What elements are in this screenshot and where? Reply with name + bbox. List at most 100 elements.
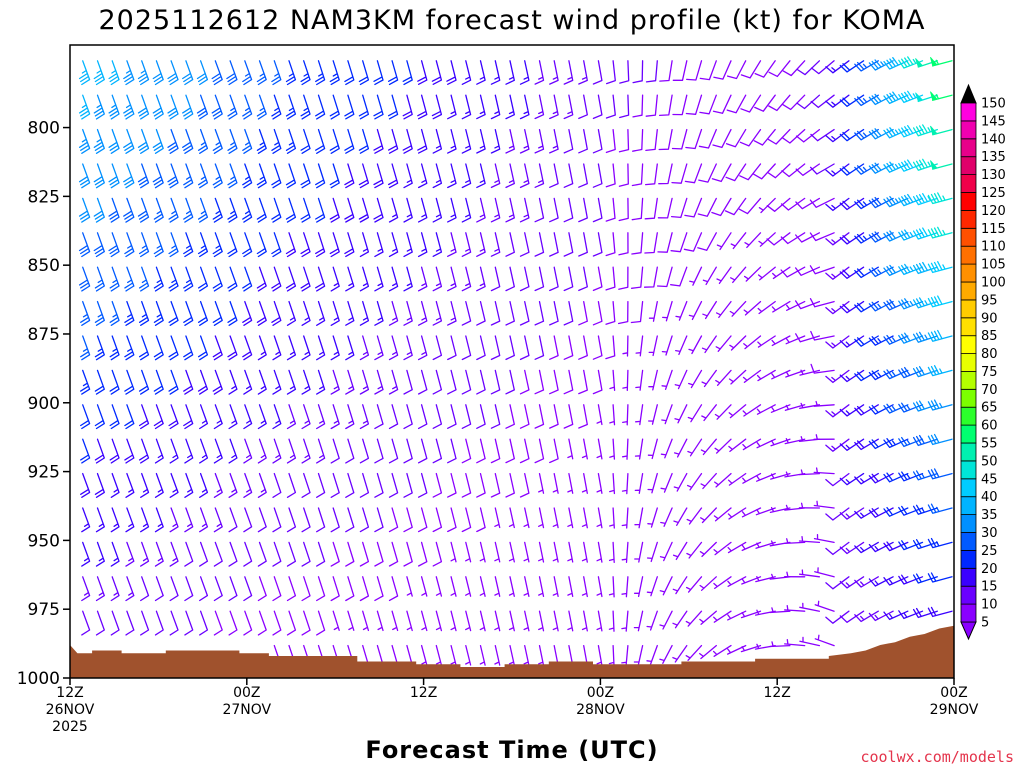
wind-barb	[701, 404, 717, 422]
x-tick-label: 12Z	[410, 685, 437, 701]
wind-barb	[388, 541, 399, 567]
wind-barb	[839, 300, 865, 314]
wind-barb	[108, 128, 120, 154]
wind-barb	[138, 438, 150, 464]
wind-barb	[534, 232, 545, 257]
wind-barb	[450, 576, 457, 597]
wind-barb	[125, 610, 135, 636]
wind-barb	[854, 610, 879, 623]
wind-barb	[505, 404, 515, 429]
wind-barb	[109, 404, 120, 430]
wind-barb	[345, 438, 355, 464]
wind-barb	[184, 472, 194, 498]
wind-barb	[272, 472, 282, 498]
y-tick-label: 875	[28, 325, 60, 345]
wind-barb	[839, 610, 865, 623]
wind-barb	[505, 472, 515, 498]
surface-terrain	[70, 625, 954, 678]
wind-barb	[359, 438, 370, 464]
wind-barb	[212, 266, 223, 292]
wind-barb	[581, 541, 588, 563]
wind-barb	[868, 541, 894, 553]
wind-barb	[345, 369, 355, 395]
wind-barb	[715, 369, 732, 386]
colorbar-tick-label: 65	[981, 401, 998, 416]
wind-barb	[813, 467, 835, 475]
wind-barb	[403, 369, 413, 395]
pressure-axis: 800 825 850 875 900 925 950 975 1000	[17, 119, 70, 689]
wind-barb	[784, 604, 806, 612]
wind-barb	[125, 576, 135, 602]
wind-barb	[596, 644, 603, 666]
wind-barb	[154, 576, 164, 602]
wind-barb	[538, 472, 545, 494]
wind-barb	[868, 404, 894, 415]
wind-barb	[549, 128, 559, 154]
wind-barb	[286, 472, 297, 498]
credit-link[interactable]: coolwx.com/models	[860, 748, 1014, 766]
wind-barb	[257, 404, 267, 430]
wind-barb	[213, 610, 223, 636]
wind-barb	[373, 94, 384, 120]
wind-barb	[494, 576, 501, 597]
wind-barb	[199, 472, 209, 498]
wind-barb	[374, 438, 384, 464]
wind-barb	[461, 232, 472, 257]
wind-barb	[689, 266, 703, 286]
wind-barb	[839, 507, 865, 520]
wind-barb	[738, 197, 762, 215]
wind-barb	[316, 610, 326, 636]
colorbar-tick-label: 50	[981, 454, 998, 469]
wind-barb	[563, 369, 574, 395]
colorbar-swatch	[960, 496, 977, 516]
wind-barb	[358, 197, 370, 223]
wind-barb	[138, 404, 150, 430]
wind-barb	[634, 507, 644, 529]
wind-barb	[199, 541, 209, 567]
wind-barb	[184, 507, 194, 533]
wind-barb	[359, 300, 370, 326]
wind-barb	[228, 369, 238, 395]
colorbar-swatch	[960, 156, 977, 175]
wind-barb	[549, 197, 559, 223]
wind-barb	[739, 163, 762, 181]
wind-barb	[769, 641, 791, 648]
wind-barb	[622, 369, 629, 392]
wind-barb	[228, 576, 238, 602]
wind-barb	[494, 507, 501, 529]
wind-barb	[242, 266, 253, 292]
wind-barb	[183, 369, 194, 395]
wind-barb	[714, 404, 732, 420]
wind-barb	[94, 404, 105, 430]
wind-barb	[839, 541, 865, 555]
wind-barb	[432, 369, 443, 395]
wind-barb	[285, 60, 297, 86]
wind-barb	[912, 124, 938, 137]
wind-barb	[93, 197, 105, 223]
wind-barb	[596, 404, 603, 426]
wind-barb	[476, 266, 486, 292]
wind-barb	[329, 94, 340, 120]
wind-barb	[461, 438, 472, 464]
wind-barb	[927, 192, 953, 205]
wind-barb	[592, 369, 603, 395]
wind-barb	[168, 404, 179, 430]
wind-barb	[167, 60, 179, 86]
wind-barb	[839, 369, 865, 383]
wind-barb	[549, 438, 559, 464]
wind-barb	[868, 610, 894, 622]
wind-barb	[675, 335, 688, 356]
wind-barb	[447, 438, 457, 464]
colorbar-tick-label: 20	[981, 562, 998, 577]
colorbar-tick-label: 70	[981, 383, 998, 398]
wind-barb	[152, 128, 164, 154]
wind-barb	[814, 600, 835, 612]
wind-barb	[567, 576, 574, 598]
wind-barb	[213, 507, 223, 533]
wind-barb	[726, 94, 747, 114]
wind-barb	[154, 507, 164, 533]
wind-barb	[672, 94, 688, 116]
wind-barb	[634, 472, 644, 494]
wind-barb	[771, 369, 791, 380]
wind-barb	[809, 265, 835, 275]
